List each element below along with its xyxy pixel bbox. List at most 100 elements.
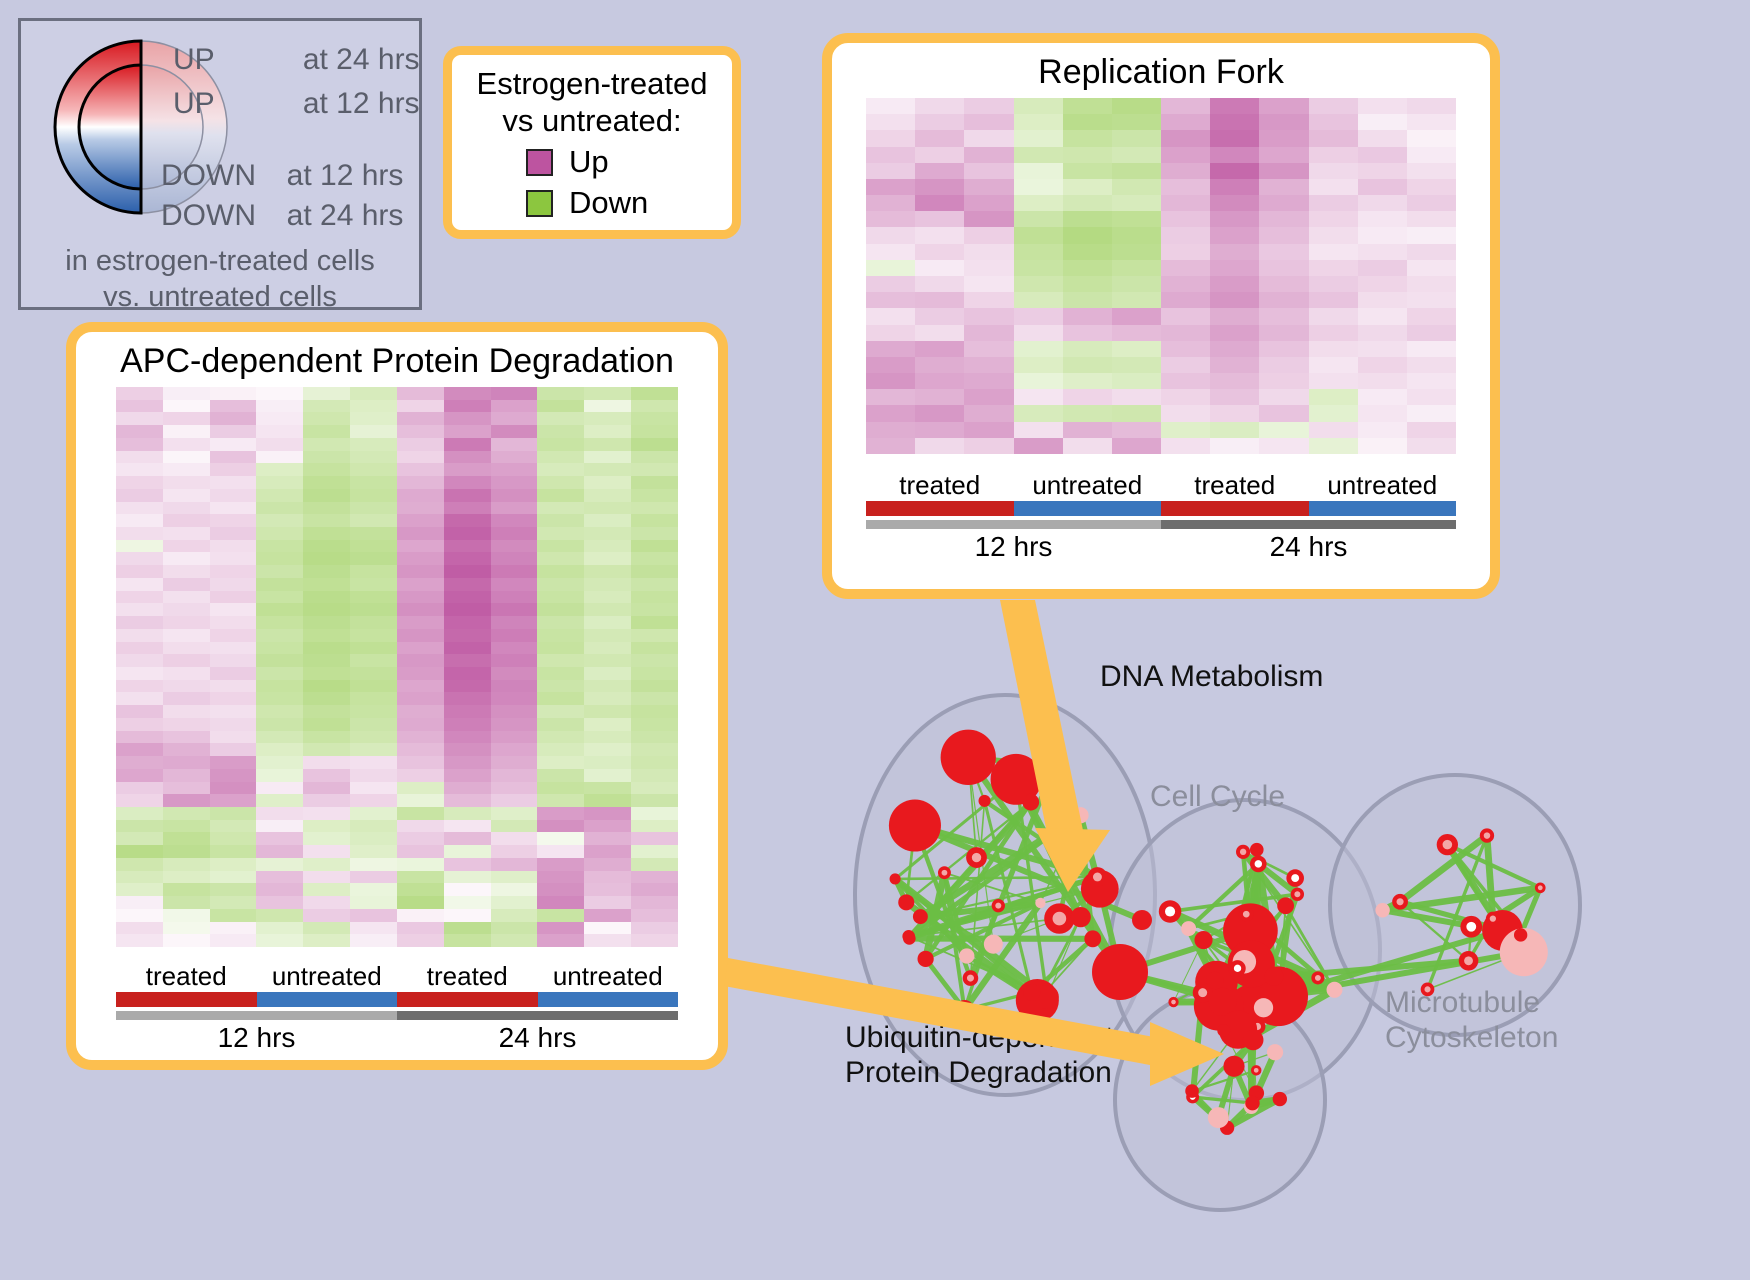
network-node[interactable] [903,932,916,945]
heatmap-cell [1407,292,1456,308]
heatmap-cell [116,502,163,515]
network-node[interactable] [1185,1084,1199,1098]
heatmap-cell [256,909,303,922]
heatmap-cell [350,629,397,642]
network-node[interactable] [1092,944,1148,1000]
network-node[interactable] [890,873,901,884]
heatmap-cell [1063,130,1112,146]
heatmap-cell [491,425,538,438]
heatmap-cell [537,463,584,476]
network-node[interactable] [1514,928,1527,941]
heatmap-cell [1210,98,1259,114]
heatmap-cell [350,552,397,565]
network-node[interactable] [978,795,990,807]
heatmap-cell [1112,292,1161,308]
heatmap-cell [256,896,303,909]
heatmap-cell [1112,98,1161,114]
heatmap-cell [116,591,163,604]
network-node[interactable] [1194,931,1212,949]
legend-title-line1: Estrogen-treated [452,66,732,103]
network-node[interactable] [1084,930,1101,947]
network-node[interactable] [1132,910,1152,930]
heatmap-cell [210,616,257,629]
network-node[interactable] [941,730,996,785]
network-node[interactable] [984,935,1003,954]
network-node[interactable] [959,948,974,963]
heatmap-cell [350,591,397,604]
network-node[interactable] [1265,967,1284,986]
heatmap-cell [163,565,210,578]
heatmap-cell [350,412,397,425]
heatmap-cell [163,387,210,400]
heatmap-cell [116,782,163,795]
heatmap-cell [210,820,257,833]
heatmap-cell [866,422,915,438]
heatmap-cell [866,438,915,454]
heatmap-cell [350,667,397,680]
heatmap-cell [1112,195,1161,211]
heatmap-cell [537,922,584,935]
heatmap-cell [631,591,678,604]
heatmap-cell [1112,179,1161,195]
heatmap-cell [584,400,631,413]
network-node[interactable] [898,894,914,910]
heatmap-cell [116,858,163,871]
cluster-label-dna-metabolism: DNA Metabolism [1100,660,1323,694]
heatmap-cell [1358,357,1407,373]
network-node[interactable] [889,799,941,851]
network-node[interactable] [1206,972,1223,989]
network-node[interactable] [1327,982,1343,998]
network-node[interactable] [1023,984,1040,1001]
heatmap-cell [631,629,678,642]
heatmap-cell [631,552,678,565]
network-node[interactable] [1072,807,1088,823]
network-node[interactable] [1071,907,1091,927]
heatmap-cell [210,858,257,871]
heatmap-cell [116,438,163,451]
heatmap-cell [631,565,678,578]
heatmap-cell [1161,211,1210,227]
network-node[interactable] [1217,1024,1230,1037]
heatmap-cell [631,743,678,756]
heatmap-cell [256,705,303,718]
group-labels-apc: treated untreated treated untreated [116,961,678,992]
network-node[interactable] [1250,843,1264,857]
heatmap-cell [256,463,303,476]
heatmap-cell [1210,292,1259,308]
network-node[interactable] [1277,897,1294,914]
legend-title: Estrogen-treated vs untreated: [452,55,732,139]
network-node[interactable] [917,951,933,967]
heatmap-cell [537,476,584,489]
network-node[interactable] [1022,794,1039,811]
network-node[interactable] [1254,998,1273,1017]
heatmap-cell [1063,114,1112,130]
heatmap-cell [256,489,303,502]
group-label-rf-0: treated [866,470,1014,501]
heatmap-cell [397,692,444,705]
heatmap-cell [163,527,210,540]
network-node[interactable] [1267,1044,1283,1060]
network-node[interactable] [1054,817,1072,835]
network-node[interactable] [1243,1030,1264,1051]
heatmap-cell [1014,163,1063,179]
group-label-apc-1: untreated [257,961,398,992]
network-node[interactable] [1245,1096,1259,1110]
heatmap-cell [256,794,303,807]
network-node[interactable] [1035,898,1045,908]
network-node[interactable] [913,909,928,924]
network-node[interactable] [1273,1092,1287,1106]
heatmap-cell [210,667,257,680]
heatmap-cell [584,934,631,947]
network-node[interactable] [1375,903,1389,917]
heatmap-cell [1259,98,1308,114]
network-node[interactable] [1208,1107,1229,1128]
heatmap-cell [584,718,631,731]
heatmap-cell [350,463,397,476]
heatmap-cell [256,769,303,782]
heatmap-cell [915,373,964,389]
network-node[interactable] [1223,1056,1244,1077]
heatmap-cell [116,692,163,705]
network-node[interactable] [1181,921,1196,936]
heatmap-cell [1309,405,1358,421]
heatmap-cell [1063,276,1112,292]
